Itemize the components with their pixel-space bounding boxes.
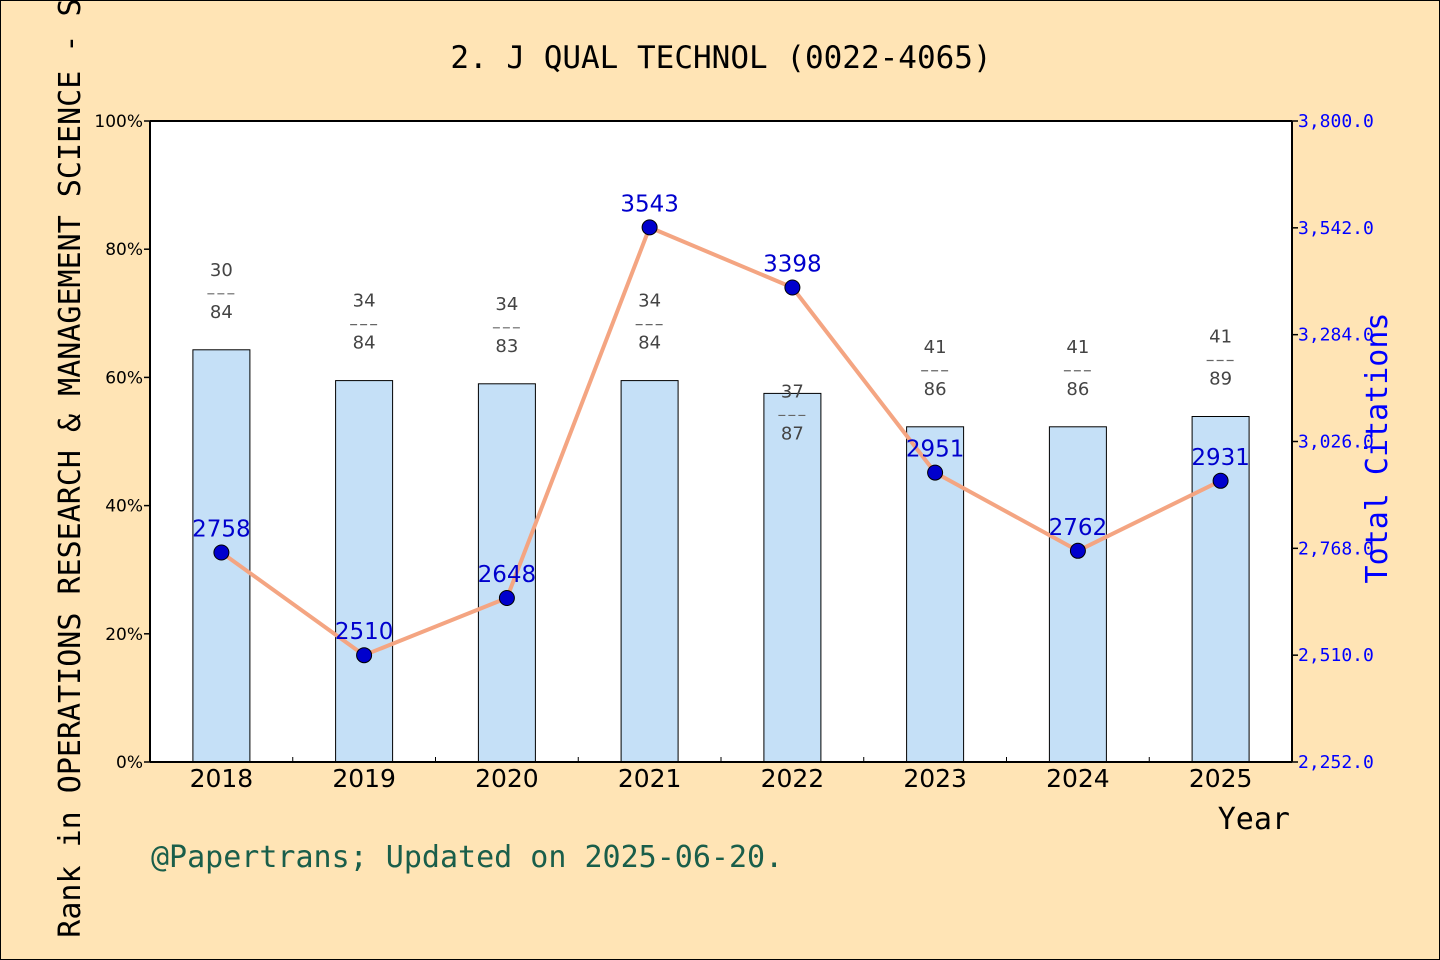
x-axis-label: Year <box>1218 802 1290 837</box>
citation-point-2019 <box>356 647 373 664</box>
rank-total-label: 87 <box>781 423 804 444</box>
rank-label: 34 <box>495 294 518 315</box>
rank-label: 34 <box>638 291 661 312</box>
bar-2021 <box>620 380 679 763</box>
rank-total-label: 86 <box>1066 379 1089 400</box>
citations-line <box>220 225 1222 658</box>
footer-credit: @Papertrans; Updated on 2025-06-20. <box>151 840 783 875</box>
right-tick-label: 2,252.0 <box>1298 752 1374 773</box>
bar-2019 <box>335 380 394 763</box>
citation-point-2020 <box>498 590 515 606</box>
rank-label: 30 <box>210 260 233 281</box>
citation-point-2025 <box>1212 472 1229 489</box>
rank-label: 34 <box>353 291 376 312</box>
right-tick-label: 2,768.0 <box>1298 538 1374 559</box>
x-tick-label: 2021 <box>618 764 682 793</box>
rank-total-label: 84 <box>210 302 233 323</box>
plot-area <box>150 121 1292 762</box>
right-tick-label: 2,510.0 <box>1298 645 1374 666</box>
x-tick-label: 2023 <box>903 764 967 793</box>
bars-layer <box>192 349 1250 763</box>
left-tick-label: 80% <box>105 240 143 260</box>
citation-value-label: 2951 <box>906 437 965 463</box>
x-axis-ticks: 2018 2019 2020 2021 2022 2023 2024 2025 <box>190 757 1253 793</box>
citation-value-label: 3543 <box>620 191 679 217</box>
left-axis-ticks: 0% 20% 40% 60% 80% 100% <box>94 112 150 773</box>
citation-value-label: 2510 <box>335 619 394 645</box>
left-tick-label: 40% <box>105 497 143 517</box>
bar-2022 <box>763 392 822 763</box>
bar-2020 <box>477 383 536 763</box>
right-tick-label: 3,542.0 <box>1298 218 1374 239</box>
citation-value-label: 2648 <box>478 562 537 588</box>
right-axis-ticks: 2,252.0 2,510.0 2,768.0 3,026.0 3,284.0 3,542… <box>1292 111 1374 773</box>
rank-total-label: 89 <box>1209 369 1232 390</box>
rank-total-label: 86 <box>924 379 947 400</box>
chart-title: 2. J QUAL TECHNOL (0022-4065) <box>450 40 991 76</box>
citation-point-2018 <box>213 544 230 561</box>
x-tick-label: 2025 <box>1189 764 1253 793</box>
x-tick-label: 2022 <box>761 764 825 793</box>
rank-label: 41 <box>924 337 947 358</box>
left-tick-label: 0% <box>116 753 143 773</box>
left-tick-label: 100% <box>94 112 143 132</box>
right-tick-label: 3,800.0 <box>1298 111 1374 132</box>
x-tick-label: 2020 <box>475 764 539 793</box>
citation-point-2021 <box>641 219 658 236</box>
rank-total-label: 84 <box>638 333 661 354</box>
citation-value-label: 3398 <box>763 251 822 277</box>
citation-point-2023 <box>927 464 944 481</box>
citation-value-label: 2931 <box>1191 445 1250 471</box>
left-tick-label: 60% <box>105 368 143 388</box>
citation-value-label: 2762 <box>1049 515 1108 541</box>
bar-2024 <box>1048 426 1107 763</box>
right-tick-label: 3,284.0 <box>1298 325 1374 346</box>
line-layer <box>213 219 1229 664</box>
x-tick-label: 2019 <box>332 764 396 793</box>
left-tick-label: 20% <box>105 625 143 645</box>
rank-total-label: 83 <box>495 336 518 357</box>
rank-label: 41 <box>1209 327 1232 348</box>
rank-label: 37 <box>781 381 804 402</box>
citation-point-2022 <box>784 279 801 296</box>
citation-value-label: 2758 <box>192 516 251 542</box>
right-tick-label: 3,026.0 <box>1298 432 1374 453</box>
x-tick-label: 2018 <box>190 764 254 793</box>
right-axis-label: Total Citations <box>1360 313 1395 584</box>
data-labels-layer: 30 84 34 84 34 83 34 84 37 87 41 86 41 86 41 89 2758 2510… <box>192 191 1250 645</box>
rank-label: 41 <box>1066 337 1089 358</box>
rank-total-label: 84 <box>353 333 376 354</box>
citation-point-2024 <box>1069 542 1086 559</box>
left-axis-label: Rank in OPERATIONS RESEARCH & MANAGEMENT… <box>53 1 88 938</box>
x-tick-label: 2024 <box>1046 764 1110 793</box>
